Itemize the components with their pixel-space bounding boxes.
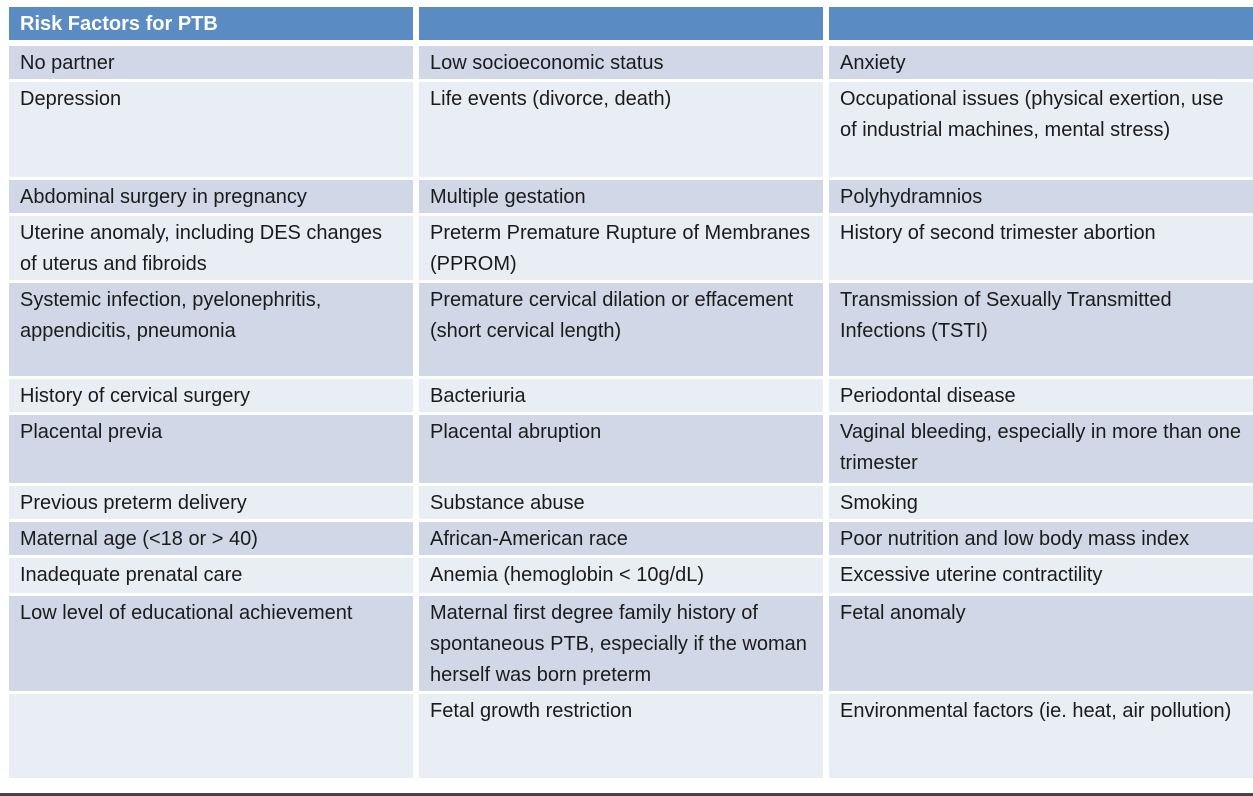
- table-cell: Substance abuse: [419, 486, 829, 522]
- table-row: History of cervical surgery Bacteriuria Pe…: [9, 379, 1253, 415]
- table-row: Placental previa Placental abruption Vagin…: [9, 415, 1253, 486]
- table-cell: Multiple gestation: [419, 180, 829, 216]
- table-cell: Maternal first degree family history of …: [419, 596, 829, 694]
- table-cell: Low socioeconomic status: [419, 46, 829, 82]
- slide-bottom-edge: [0, 793, 1253, 796]
- table-cell: Anxiety: [829, 46, 1253, 82]
- table-cell: Premature cervical dilation or effacemen…: [419, 283, 829, 379]
- table-cell: Environmental factors (ie. heat, air pol…: [829, 694, 1253, 781]
- table-cell: Inadequate prenatal care: [9, 558, 419, 596]
- table-cell: Uterine anomaly, including DES changes o…: [9, 216, 419, 283]
- header-cell-empty: [829, 7, 1253, 46]
- table-row: Abdominal surgery in pregnancy Multiple g…: [9, 180, 1253, 216]
- table-cell: Abdominal surgery in pregnancy: [9, 180, 419, 216]
- header-cell-empty: [419, 7, 829, 46]
- table-cell: Preterm Premature Rupture of Membranes (…: [419, 216, 829, 283]
- table-cell: Anemia (hemoglobin < 10g/dL): [419, 558, 829, 596]
- table-header: Risk Factors for PTB: [9, 7, 1253, 46]
- risk-factors-table: Risk Factors for PTB No partner Low socio…: [9, 7, 1253, 781]
- table-row: Uterine anomaly, including DES changes o…: [9, 216, 1253, 283]
- table-row: Previous preterm delivery Substance abuse…: [9, 486, 1253, 522]
- table-cell: Life events (divorce, death): [419, 82, 829, 180]
- table-cell: Smoking: [829, 486, 1253, 522]
- table-cell: No partner: [9, 46, 419, 82]
- table-cell: Systemic infection, pyelonephritis, appe…: [9, 283, 419, 379]
- table-cell: Placental abruption: [419, 415, 829, 486]
- table-cell: Maternal age (<18 or > 40): [9, 522, 419, 558]
- table-cell: Periodontal disease: [829, 379, 1253, 415]
- table-row: Systemic infection, pyelonephritis, appe…: [9, 283, 1253, 379]
- table-cell: Polyhydramnios: [829, 180, 1253, 216]
- table-cell: Excessive uterine contractility: [829, 558, 1253, 596]
- header-row: Risk Factors for PTB: [9, 7, 1253, 46]
- table-body: No partner Low socioeconomic status Anxiet…: [9, 46, 1253, 781]
- table-cell: Occupational issues (physical exertion, …: [829, 82, 1253, 180]
- table-cell: Fetal growth restriction: [419, 694, 829, 781]
- table-cell: Previous preterm delivery: [9, 486, 419, 522]
- table-title: Risk Factors for PTB: [9, 7, 419, 46]
- table-row: Depression Life events (divorce, death) Oc…: [9, 82, 1253, 180]
- table-cell: Transmission of Sexually Transmitted Inf…: [829, 283, 1253, 379]
- table-row: Inadequate prenatal care Anemia (hemoglob…: [9, 558, 1253, 596]
- table-cell: Placental previa: [9, 415, 419, 486]
- table-cell: Fetal anomaly: [829, 596, 1253, 694]
- table-cell: History of second trimester abortion: [829, 216, 1253, 283]
- table-cell: Low level of educational achievement: [9, 596, 419, 694]
- table-cell: Bacteriuria: [419, 379, 829, 415]
- table-cell: African-American race: [419, 522, 829, 558]
- table-cell: Vaginal bleeding, especially in more tha…: [829, 415, 1253, 486]
- table-cell: Depression: [9, 82, 419, 180]
- table-row: No partner Low socioeconomic status Anxiet…: [9, 46, 1253, 82]
- table-cell: History of cervical surgery: [9, 379, 419, 415]
- table-row: Fetal growth restriction Environmental fa…: [9, 694, 1253, 781]
- table-row: Low level of educational achievement Mate…: [9, 596, 1253, 694]
- table-row: Maternal age (<18 or > 40) African-Americ…: [9, 522, 1253, 558]
- table-cell: Poor nutrition and low body mass index: [829, 522, 1253, 558]
- table-cell: [9, 694, 419, 781]
